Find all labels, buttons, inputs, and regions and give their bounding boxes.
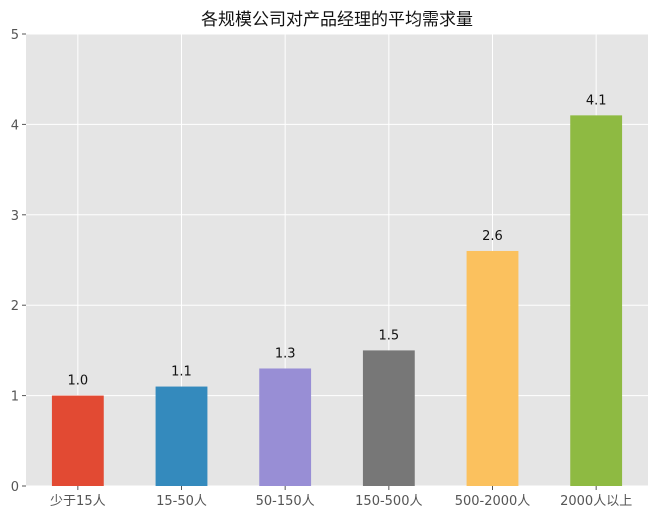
bar-value-label: 1.5 (378, 328, 399, 343)
bar-5 (466, 250, 519, 486)
bar-3 (259, 368, 312, 486)
y-tick-label: 2 (11, 299, 19, 314)
x-tick-label: 15-50人 (156, 494, 207, 509)
bar-value-label: 4.1 (586, 93, 607, 108)
x-tick-label: 2000人以上 (560, 494, 632, 509)
y-tick-label: 1 (11, 390, 19, 405)
x-tick-label: 150-500人 (355, 494, 422, 509)
y-tick-label: 3 (11, 209, 19, 224)
y-tick-label: 0 (11, 480, 19, 495)
bar-value-label: 1.1 (171, 365, 192, 380)
bar-2 (155, 386, 208, 486)
bar-value-label: 1.3 (275, 346, 296, 361)
bar-6 (570, 115, 623, 487)
x-tick-label: 50-150人 (256, 494, 315, 509)
bar-1 (51, 395, 104, 486)
plot-area (26, 34, 648, 486)
y-tick-label: 5 (11, 28, 19, 43)
y-tick-label: 4 (11, 118, 19, 133)
bars: 1.0 1.1 1.3 1.5 2.6 4.1 (51, 93, 623, 487)
x-tick-label: 少于15人 (50, 494, 106, 509)
bar-4 (362, 350, 415, 486)
x-tick-label: 500-2000人 (455, 494, 531, 509)
bar-value-label: 1.0 (67, 374, 88, 389)
chart-title: 各规模公司对产品经理的平均需求量 (201, 10, 473, 30)
x-axis: 少于15人 15-50人 50-150人 150-500人 500-2000人 2000人… (50, 486, 632, 509)
y-axis: 0 1 2 3 4 5 (11, 28, 26, 495)
bar-value-label: 2.6 (482, 229, 503, 244)
